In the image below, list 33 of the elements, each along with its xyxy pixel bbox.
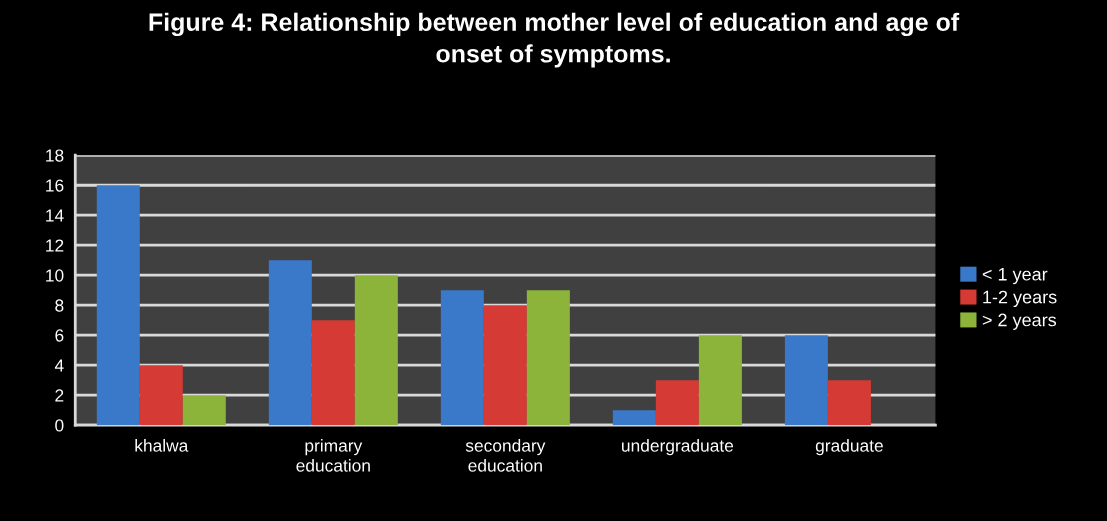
bar	[268, 260, 312, 426]
legend-label: < 1 year	[982, 267, 1048, 285]
y-tick-label: 16	[46, 179, 64, 192]
y-tick-label: 10	[46, 269, 64, 282]
bar	[698, 335, 742, 426]
bar	[827, 380, 871, 426]
y-tick-label: 6	[55, 329, 64, 342]
bar	[139, 365, 183, 426]
y-tick-label: 18	[46, 149, 64, 162]
bar	[483, 305, 527, 426]
x-tick-label: secondary education	[465, 439, 546, 472]
x-tick-label: khalwa	[135, 439, 189, 452]
bar	[655, 380, 699, 426]
y-tick-label: 2	[55, 389, 64, 402]
y-tick-label: 0	[55, 419, 64, 432]
bar	[440, 290, 484, 426]
bar	[311, 320, 355, 426]
x-tick-label: undergraduate	[622, 439, 734, 456]
legend-label: > 2 years	[982, 313, 1057, 330]
bar	[784, 335, 828, 426]
bar	[526, 290, 570, 426]
x-tick-label: primary education	[296, 439, 370, 472]
bar	[354, 275, 398, 426]
y-tick-label: 12	[46, 239, 64, 252]
chart-title: Figure 4: Relationship between mother level of education and age of onset of symptoms.	[149, 12, 960, 68]
y-tick-label: 4	[54, 359, 64, 372]
bar	[96, 185, 140, 426]
bar	[182, 395, 226, 426]
x-tick-label: graduate	[815, 439, 883, 456]
y-tick-label: 14	[46, 209, 64, 222]
bar	[612, 410, 656, 426]
legend-label: 1-2 years	[983, 290, 1057, 308]
y-tick-label: 8	[55, 299, 64, 312]
